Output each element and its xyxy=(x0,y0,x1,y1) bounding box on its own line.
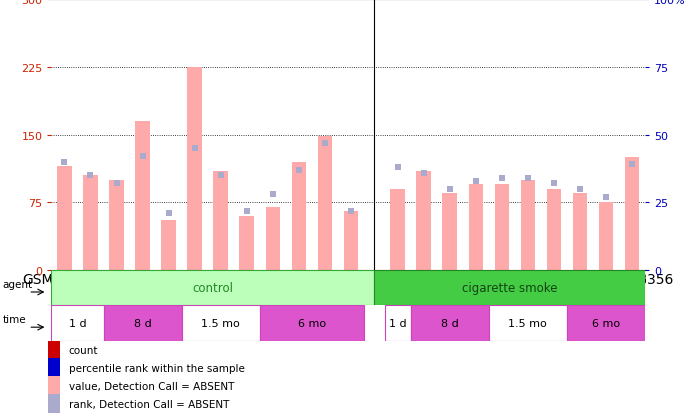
Bar xyxy=(265,207,280,271)
Bar xyxy=(318,137,332,271)
Bar xyxy=(390,189,405,271)
Bar xyxy=(161,221,176,271)
Bar xyxy=(48,376,60,396)
Bar xyxy=(567,306,645,341)
Bar xyxy=(469,185,483,271)
Bar xyxy=(385,306,411,341)
Bar xyxy=(83,176,97,271)
Text: cigarette smoke: cigarette smoke xyxy=(462,282,557,294)
Bar xyxy=(182,306,260,341)
Bar xyxy=(495,185,509,271)
Bar xyxy=(411,306,488,341)
Bar xyxy=(213,171,228,271)
Bar xyxy=(239,216,254,271)
Bar xyxy=(344,212,358,271)
Bar xyxy=(488,306,567,341)
Text: 6 mo: 6 mo xyxy=(298,318,326,328)
Bar xyxy=(51,271,374,306)
Text: value, Detection Call = ABSENT: value, Detection Call = ABSENT xyxy=(69,381,234,391)
Bar xyxy=(599,203,613,271)
Bar xyxy=(374,271,645,306)
Bar xyxy=(260,306,364,341)
Bar xyxy=(135,122,150,271)
Text: 1 d: 1 d xyxy=(389,318,406,328)
Text: 8 d: 8 d xyxy=(441,318,458,328)
Bar xyxy=(187,68,202,271)
Text: rank, Detection Call = ABSENT: rank, Detection Call = ABSENT xyxy=(69,399,229,409)
Bar xyxy=(48,358,60,378)
Text: 8 d: 8 d xyxy=(134,318,152,328)
Bar xyxy=(104,306,182,341)
Bar xyxy=(48,394,60,413)
Bar xyxy=(292,162,306,271)
Bar xyxy=(625,158,639,271)
Text: 1.5 mo: 1.5 mo xyxy=(508,318,547,328)
Text: 1.5 mo: 1.5 mo xyxy=(201,318,240,328)
Bar xyxy=(48,339,60,360)
Text: 6 mo: 6 mo xyxy=(592,318,620,328)
Bar xyxy=(58,167,71,271)
Bar xyxy=(109,180,123,271)
Bar xyxy=(416,171,431,271)
Bar xyxy=(521,180,535,271)
Text: 1 d: 1 d xyxy=(69,318,86,328)
Text: agent: agent xyxy=(3,279,33,289)
Text: percentile rank within the sample: percentile rank within the sample xyxy=(69,363,244,373)
Bar xyxy=(51,306,104,341)
Text: count: count xyxy=(69,345,98,355)
Bar xyxy=(547,189,561,271)
Text: time: time xyxy=(3,314,26,324)
Bar xyxy=(442,194,457,271)
Bar xyxy=(573,194,587,271)
Text: control: control xyxy=(192,282,233,294)
